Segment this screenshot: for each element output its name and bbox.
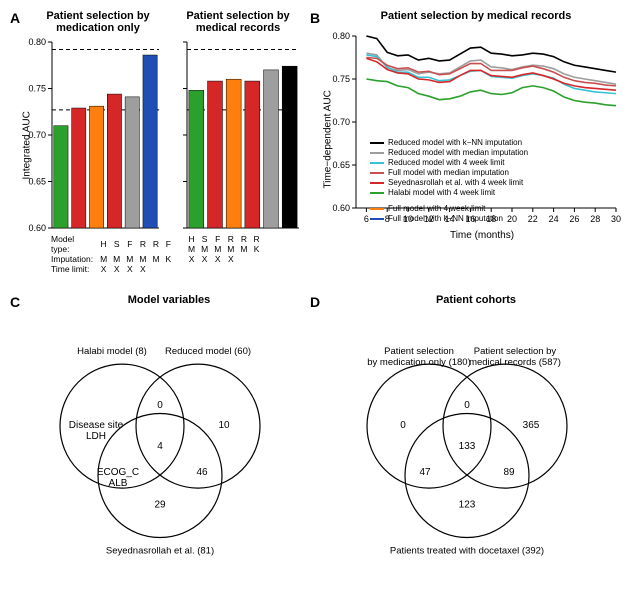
panel-b-xlabel: Time (months) — [340, 230, 624, 241]
svg-text:0.60: 0.60 — [28, 223, 46, 233]
panel-d-label: D — [310, 294, 320, 310]
svg-text:Seyednasrollah et al. (81): Seyednasrollah et al. (81) — [106, 546, 214, 557]
svg-text:Patients treated with docetaxe: Patients treated with docetaxel (392) — [390, 546, 544, 557]
svg-text:133: 133 — [459, 441, 476, 452]
svg-text:4: 4 — [157, 441, 163, 452]
panel-b-ylabel: Time−dependent AUC — [323, 69, 334, 189]
svg-text:0.60: 0.60 — [332, 203, 350, 213]
svg-text:10: 10 — [218, 420, 230, 431]
svg-text:0.70: 0.70 — [332, 117, 350, 127]
svg-text:ECOG_C: ECOG_C — [97, 467, 139, 478]
panel-a-title2: Patient selection by medical records — [168, 10, 308, 34]
svg-text:0.80: 0.80 — [28, 37, 46, 47]
panel-a-ylabel: Integrated AUC — [22, 90, 33, 180]
svg-text:Patient selection: Patient selection — [384, 346, 454, 357]
svg-text:30: 30 — [611, 214, 621, 224]
svg-text:0: 0 — [464, 400, 470, 411]
panel-a-label: A — [10, 10, 20, 26]
xlabels-2: HSFRRRMMMMMKXXXX — [185, 234, 263, 264]
panel-d-title: Patient cohorts — [328, 294, 624, 312]
svg-text:medical records (587): medical records (587) — [469, 357, 561, 368]
panel-b-title: Patient selection by medical records — [328, 10, 624, 28]
svg-text:26: 26 — [569, 214, 579, 224]
svg-text:Halabi model (8): Halabi model (8) — [77, 346, 147, 357]
panel-b-label: B — [310, 10, 320, 26]
svg-text:Reduced model (60): Reduced model (60) — [165, 346, 251, 357]
xlabels-1: Model type:HSFRRFImputation:MMMMMKTime l… — [48, 234, 174, 274]
svg-text:89: 89 — [503, 467, 515, 478]
svg-text:Patient selection by: Patient selection by — [474, 346, 557, 357]
legend-b: Reduced model with k−NN imputationReduce… — [370, 138, 528, 224]
bar-chart-1: 0.600.650.700.750.80 — [10, 34, 165, 234]
venn-d: Patient selectionby medication only (180… — [310, 312, 624, 572]
svg-text:by medication only (180): by medication only (180) — [367, 357, 471, 368]
svg-text:123: 123 — [459, 500, 476, 511]
svg-text:0.80: 0.80 — [332, 31, 350, 41]
svg-text:365: 365 — [523, 420, 540, 431]
panel-c-title: Model variables — [28, 294, 310, 312]
svg-text:ALB: ALB — [109, 478, 128, 489]
svg-text:29: 29 — [154, 500, 166, 511]
bar-chart-2 — [165, 34, 305, 234]
svg-text:Disease site: Disease site — [69, 420, 124, 431]
svg-text:0: 0 — [400, 420, 406, 431]
svg-text:47: 47 — [419, 467, 431, 478]
svg-text:0: 0 — [157, 400, 163, 411]
svg-text:0.65: 0.65 — [332, 160, 350, 170]
panel-a-title1: Patient selection by medication only — [28, 10, 168, 34]
venn-c: Halabi model (8) Reduced model (60) Seyedn… — [10, 312, 310, 572]
panel-c-label: C — [10, 294, 20, 310]
svg-text:LDH: LDH — [86, 431, 106, 442]
svg-text:46: 46 — [196, 467, 208, 478]
svg-text:22: 22 — [528, 214, 538, 224]
svg-text:0.75: 0.75 — [332, 74, 350, 84]
svg-text:6: 6 — [364, 214, 369, 224]
svg-text:28: 28 — [590, 214, 600, 224]
svg-text:24: 24 — [549, 214, 559, 224]
